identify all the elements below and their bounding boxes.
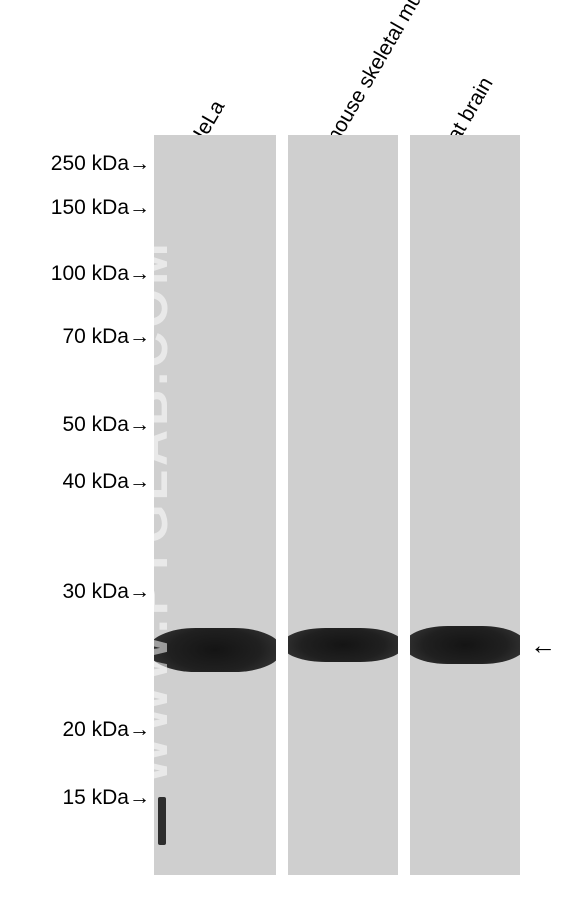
mw-label: 250 kDa xyxy=(51,152,129,175)
mw-label: 30 kDa xyxy=(62,580,129,603)
lane-label-mouse: mouse skeletal muscle xyxy=(319,0,446,152)
mw-label: 70 kDa xyxy=(62,325,129,348)
mw-label: 100 kDa xyxy=(51,262,129,285)
protein-band xyxy=(410,626,520,664)
target-band-arrow-icon: ← xyxy=(530,630,556,661)
mw-marker-15: 15 kDa→ xyxy=(0,786,150,810)
arrow-icon: → xyxy=(129,470,150,493)
mw-label: 20 kDa xyxy=(62,718,129,741)
mw-label: 15 kDa xyxy=(62,786,129,809)
protein-band xyxy=(154,628,276,672)
mw-marker-20: 20 kDa→ xyxy=(0,718,150,742)
mw-marker-250: 250 kDa→ xyxy=(0,152,150,176)
arrow-icon: → xyxy=(129,413,150,436)
mw-marker-30: 30 kDa→ xyxy=(0,580,150,604)
arrow-icon: → xyxy=(129,262,150,285)
mw-label: 40 kDa xyxy=(62,470,129,493)
arrow-icon: → xyxy=(129,152,150,175)
arrow-icon: → xyxy=(129,325,150,348)
mw-label: 50 kDa xyxy=(62,413,129,436)
lane-artifact xyxy=(158,797,166,845)
western-blot-figure: HeLa mouse skeletal muscle rat brain WWW… xyxy=(0,0,580,903)
mw-marker-100: 100 kDa→ xyxy=(0,262,150,286)
arrow-icon: → xyxy=(129,786,150,809)
arrow-icon: → xyxy=(129,580,150,603)
arrow-icon: → xyxy=(129,196,150,219)
mw-marker-150: 150 kDa→ xyxy=(0,196,150,220)
blot-lane-mouse xyxy=(288,135,398,875)
mw-marker-50: 50 kDa→ xyxy=(0,413,150,437)
mw-marker-40: 40 kDa→ xyxy=(0,470,150,494)
protein-band xyxy=(288,628,398,662)
mw-marker-70: 70 kDa→ xyxy=(0,325,150,349)
mw-label: 150 kDa xyxy=(51,196,129,219)
arrow-icon: → xyxy=(129,718,150,741)
blot-lane-rat xyxy=(410,135,520,875)
blot-lane-hela xyxy=(154,135,276,875)
